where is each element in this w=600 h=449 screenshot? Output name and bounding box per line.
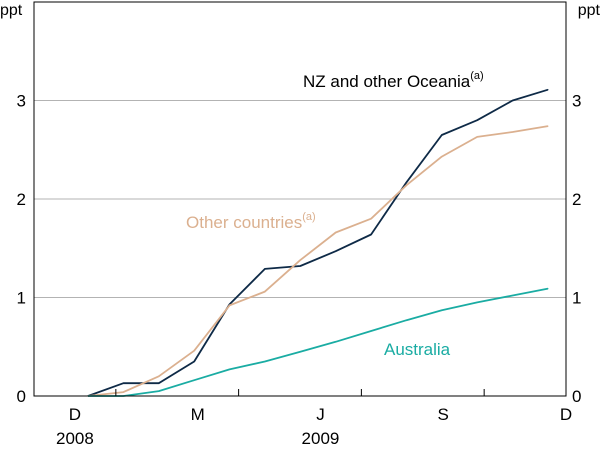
x-tick-label: S: [438, 405, 449, 424]
data-point: [158, 390, 160, 392]
data-point: [547, 125, 549, 127]
data-point: [122, 382, 124, 384]
y-unit-label-left: ppt: [0, 2, 23, 19]
data-point: [264, 291, 266, 293]
data-point: [299, 259, 301, 261]
data-point: [229, 304, 231, 306]
data-point: [370, 218, 372, 220]
y-tick-label-left: 2: [17, 190, 26, 209]
y-tick-label-right: 3: [572, 92, 581, 111]
data-point: [229, 368, 231, 370]
series-line: [87, 125, 549, 397]
data-point: [512, 131, 514, 133]
data-point: [370, 233, 372, 235]
x-tick-label: M: [191, 405, 205, 424]
y-unit-label-right: ppt: [578, 2, 600, 19]
y-tick-label-right: 0: [572, 387, 581, 406]
y-tick-label-right: 2: [572, 190, 581, 209]
gridlines: [34, 100, 566, 298]
data-point: [158, 382, 160, 384]
series-line: [88, 287, 549, 397]
data-point: [335, 341, 337, 343]
data-point: [512, 100, 514, 101]
axis-ticks: [115, 389, 485, 396]
y-tick-label-left: 3: [17, 92, 26, 111]
data-point: [370, 330, 372, 332]
x-tick-label: D: [560, 405, 572, 424]
series-label: NZ and other Oceania(a): [303, 70, 484, 91]
series-footnote: (a): [302, 211, 315, 223]
y-tick-label-left: 1: [17, 289, 26, 308]
data-point: [476, 301, 478, 303]
data-point: [122, 391, 124, 393]
data-point: [547, 89, 549, 91]
y-tick-label-left: 0: [17, 387, 26, 406]
series-label: Other countries(a): [186, 211, 316, 232]
data-point: [547, 288, 549, 290]
data-point: [405, 184, 407, 186]
plot-frame: [33, 1, 567, 397]
data-point: [405, 319, 407, 321]
x-year-label: 2009: [302, 429, 340, 448]
data-point: [405, 181, 407, 183]
data-point: [193, 350, 195, 352]
data-point: [476, 119, 478, 121]
data-point: [193, 379, 195, 381]
y-tick-label-right: 1: [572, 289, 581, 308]
data-point: [476, 136, 478, 138]
series-label: Australia: [384, 340, 451, 359]
data-point: [335, 231, 337, 233]
data-point: [158, 375, 160, 377]
x-tick-label: D: [69, 405, 81, 424]
data-point: [299, 265, 301, 267]
data-point: [264, 268, 266, 270]
x-year-label: 2008: [56, 429, 94, 448]
data-point: [441, 134, 443, 136]
series-labels: NZ and other Oceania(a) Other countries(a…: [186, 70, 484, 359]
data-point: [512, 295, 514, 297]
data-point: [264, 361, 266, 363]
data-point: [441, 156, 443, 158]
series-footnote: (a): [470, 70, 483, 82]
data-point: [441, 309, 443, 311]
data-point: [193, 361, 195, 363]
series-lines: [87, 88, 549, 397]
data-point: [299, 351, 301, 353]
series-line: [87, 88, 549, 397]
data-point: [335, 250, 337, 252]
x-tick-label: J: [316, 405, 325, 424]
